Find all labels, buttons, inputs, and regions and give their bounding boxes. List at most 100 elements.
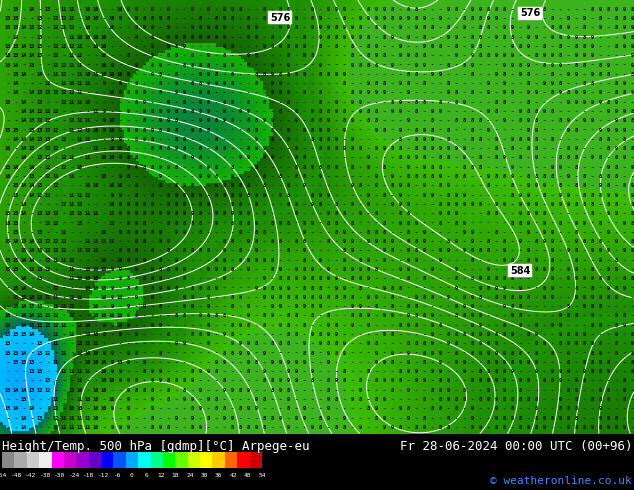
Text: -: - [247,378,250,384]
Text: -: - [598,118,602,123]
Text: -: - [230,258,233,263]
Text: 10: 10 [93,397,99,402]
Text: -: - [198,276,202,281]
Text: -: - [415,286,418,291]
Text: -: - [607,118,609,123]
Text: 11: 11 [77,323,83,328]
Text: 8: 8 [430,25,434,30]
Text: 8: 8 [455,174,458,179]
Text: 12: 12 [37,118,43,123]
Text: 8: 8 [382,230,385,235]
Text: -: - [630,127,633,133]
Text: -: - [110,7,113,12]
Text: 9: 9 [302,304,306,309]
Text: 9: 9 [430,323,434,328]
Text: 12: 12 [53,406,59,412]
Text: 13: 13 [29,323,35,328]
Text: 8: 8 [358,276,361,281]
Text: -: - [198,304,202,309]
Text: © weatheronline.co.uk: © weatheronline.co.uk [490,476,632,486]
Text: 9: 9 [510,53,514,58]
Text: 9: 9 [614,146,618,151]
Text: 12: 12 [77,342,83,346]
Text: 9: 9 [439,109,441,114]
Text: 8: 8 [574,425,578,430]
Text: 11: 11 [61,351,67,356]
Text: -: - [534,25,538,30]
Text: 8: 8 [470,258,474,263]
Text: 15: 15 [21,360,27,365]
Text: -: - [430,81,434,86]
Text: 13: 13 [37,183,43,188]
Text: -: - [150,100,153,105]
Text: 10: 10 [109,72,115,77]
Text: 9: 9 [630,63,633,68]
Text: -: - [607,81,609,86]
Text: -: - [294,193,297,197]
Text: 14: 14 [21,211,27,216]
Text: 8: 8 [271,35,273,40]
Text: -: - [382,211,385,216]
Text: -: - [439,81,441,86]
Text: 8: 8 [247,369,250,374]
Text: -: - [543,25,546,30]
Text: 10: 10 [93,332,99,337]
Text: -: - [630,425,633,430]
Text: 9: 9 [470,230,474,235]
Text: -: - [486,202,489,207]
Text: 9: 9 [143,91,146,96]
Text: 9: 9 [607,211,609,216]
Text: 12: 12 [85,248,91,253]
Text: 8: 8 [375,81,378,86]
Text: 9: 9 [526,91,529,96]
Text: -: - [335,63,337,68]
Text: -: - [462,323,465,328]
Text: 8: 8 [574,165,578,170]
Text: 9: 9 [271,360,273,365]
Text: 9: 9 [462,369,465,374]
Text: -: - [86,388,89,393]
Text: -: - [46,342,49,346]
Text: -: - [318,183,321,188]
Bar [64,452,76,468]
Text: 8: 8 [623,378,626,384]
Text: 8: 8 [126,91,129,96]
Text: -: - [598,267,602,272]
Text: -: - [590,109,593,114]
Text: 8: 8 [174,183,178,188]
Text: -: - [358,202,361,207]
Text: 9: 9 [406,351,410,356]
Text: -: - [62,127,65,133]
Text: 9: 9 [455,35,458,40]
Text: 9: 9 [623,286,626,291]
Text: 8: 8 [351,220,354,225]
Text: -: - [318,369,321,374]
Text: 9: 9 [223,416,226,420]
Text: 8: 8 [238,425,242,430]
Text: -: - [398,388,401,393]
Text: 9: 9 [510,174,514,179]
Text: -: - [583,211,586,216]
Text: -: - [311,397,314,402]
Text: -: - [207,378,210,384]
Text: -: - [287,304,290,309]
Text: 8: 8 [415,16,418,21]
Text: -: - [366,248,370,253]
Text: 8: 8 [455,332,458,337]
Text: 9: 9 [534,211,538,216]
Text: 11: 11 [69,276,75,281]
Text: -: - [158,220,162,225]
Text: 15: 15 [13,230,19,235]
Text: 9: 9 [398,81,401,86]
Text: -: - [598,146,602,151]
Text: 8: 8 [134,91,138,96]
Text: -: - [415,406,418,412]
Text: 8: 8 [143,388,146,393]
Text: 9: 9 [150,53,153,58]
Text: 9: 9 [583,295,586,300]
Text: -: - [623,63,626,68]
Text: -: - [150,91,153,96]
Text: -: - [55,267,58,272]
Text: -: - [278,127,281,133]
Text: 8: 8 [375,304,378,309]
